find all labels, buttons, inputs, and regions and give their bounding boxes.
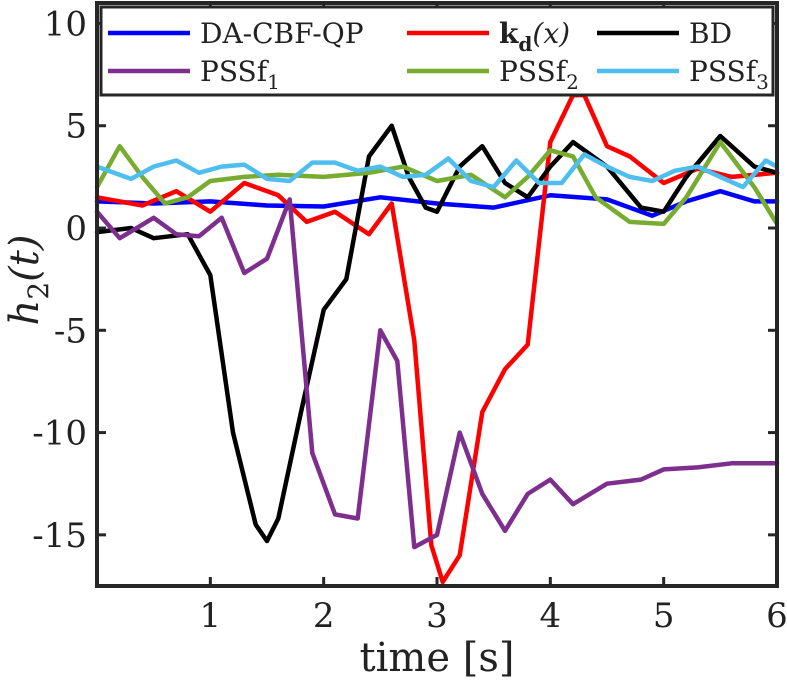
legend-label-3: BD — [689, 17, 732, 50]
series-line-2 — [94, 92, 780, 585]
series-layer — [94, 92, 780, 585]
y-tick-label: 10 — [44, 4, 87, 44]
y-tick-label: 5 — [65, 107, 87, 147]
y-tick-label: 0 — [65, 209, 87, 249]
series-line-1 — [94, 188, 780, 218]
x-tick-label: 1 — [200, 596, 222, 636]
svg-text:h2(t): h2(t) — [2, 235, 55, 326]
x-tick-label: 2 — [313, 596, 335, 636]
legend-label-5: PSSf2 — [499, 55, 579, 94]
legend: DA-CBF-QP kd(x) BD PSSf1 PSSf2 PSSf3 — [99, 5, 775, 97]
x-tick-label: 4 — [540, 596, 562, 636]
plot-area — [97, 3, 777, 586]
series-line-6 — [94, 152, 780, 190]
y-tick-label: -5 — [54, 311, 87, 351]
legend-label-6: PSSf3 — [689, 55, 769, 94]
x-tick-label: 6 — [766, 596, 787, 636]
plot-background — [97, 3, 777, 586]
x-axis-title: time [s] — [360, 635, 515, 681]
x-tick-label: 5 — [653, 596, 675, 636]
series-line-3 — [94, 123, 780, 544]
series-line-5 — [94, 139, 780, 227]
tick-labels: 1 2 3 4 5 6 -15 -10 -5 0 5 10 — [32, 4, 787, 636]
x-tick-label: 3 — [426, 596, 448, 636]
y-axis-title: h2(t) — [2, 235, 55, 326]
series-line-4 — [94, 197, 780, 550]
legend-label-2: kd(x) — [499, 17, 570, 56]
legend-label-1: DA-CBF-QP — [200, 17, 364, 50]
legend-label-4: PSSf1 — [200, 55, 280, 94]
y-tick-label: -15 — [32, 516, 87, 556]
y-tick-label: -10 — [32, 414, 87, 454]
legend-box — [99, 5, 775, 97]
